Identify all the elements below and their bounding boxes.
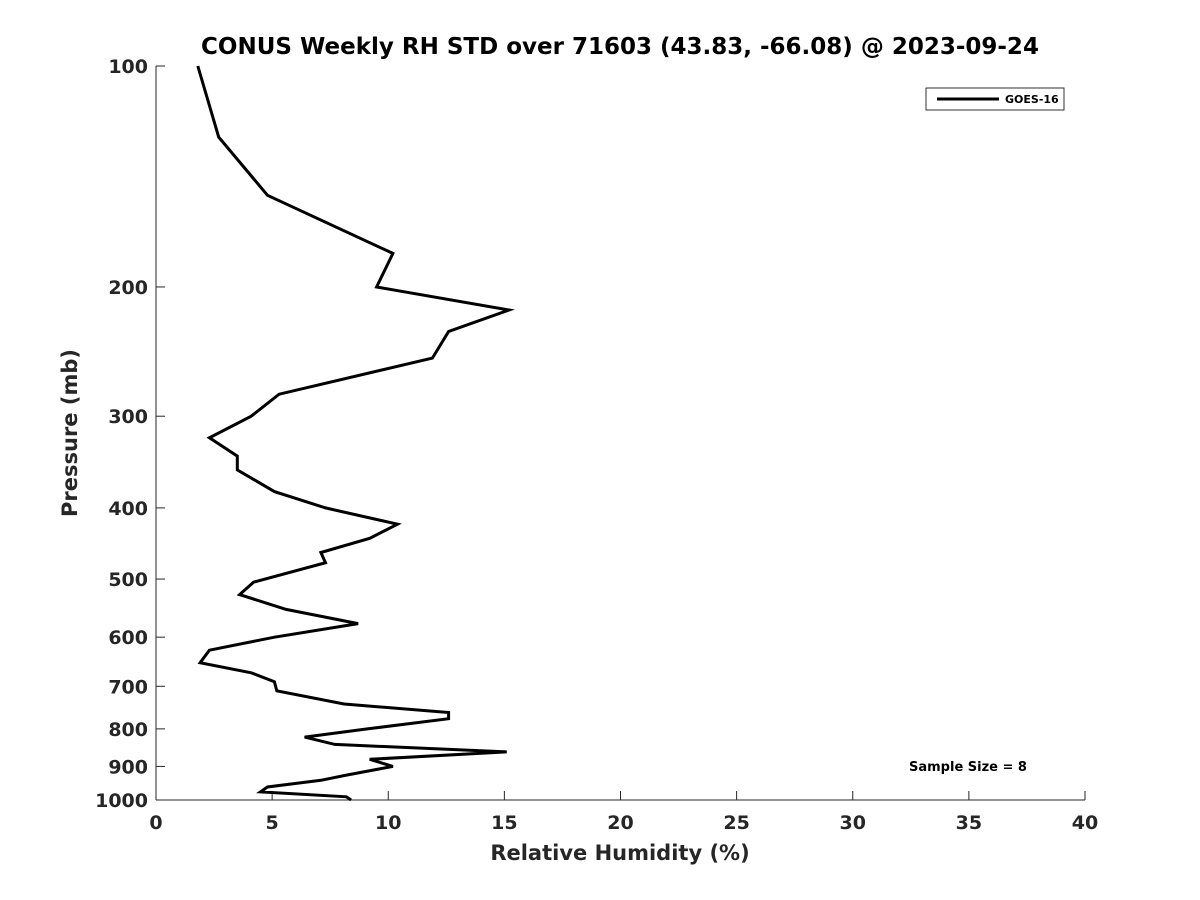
x-tick-label: 0 xyxy=(149,812,162,834)
y-tick-label: 100 xyxy=(108,56,148,78)
x-tick-label: 10 xyxy=(375,812,401,834)
y-tick-label: 900 xyxy=(108,756,148,778)
y-tick-label: 600 xyxy=(108,627,148,649)
x-tick-label: 35 xyxy=(956,812,982,834)
y-tick-label: 1000 xyxy=(95,790,148,812)
y-ticks: 100 200 300 400 500 600 700 800 900 1000 xyxy=(95,56,165,812)
chart-title: CONUS Weekly RH STD over 71603 (43.83, -… xyxy=(201,34,1039,60)
y-tick-label: 200 xyxy=(108,277,148,299)
x-tick-label: 30 xyxy=(840,812,866,834)
x-tick-label: 15 xyxy=(491,812,517,834)
y-tick-label: 700 xyxy=(108,676,148,698)
y-tick-label: 500 xyxy=(108,569,148,591)
series-line-goes-16 xyxy=(196,65,515,802)
x-tick-label: 40 xyxy=(1072,812,1098,834)
y-tick-label: 800 xyxy=(108,719,148,741)
x-axis-label: Relative Humidity (%) xyxy=(490,841,749,865)
legend: GOES-16 xyxy=(925,87,1065,111)
legend-entry-goes-16: GOES-16 xyxy=(1005,93,1059,106)
y-tick-label: 300 xyxy=(108,406,148,428)
sample-size-annotation: Sample Size = 8 xyxy=(909,760,1027,775)
x-ticks: 0 5 10 15 20 25 30 35 40 xyxy=(149,791,1098,834)
y-tick-label: 400 xyxy=(108,498,148,520)
x-tick-label: 5 xyxy=(266,812,279,834)
y-axis-label: Pressure (mb) xyxy=(58,349,82,517)
x-tick-label: 20 xyxy=(607,812,633,834)
x-tick-label: 25 xyxy=(723,812,749,834)
